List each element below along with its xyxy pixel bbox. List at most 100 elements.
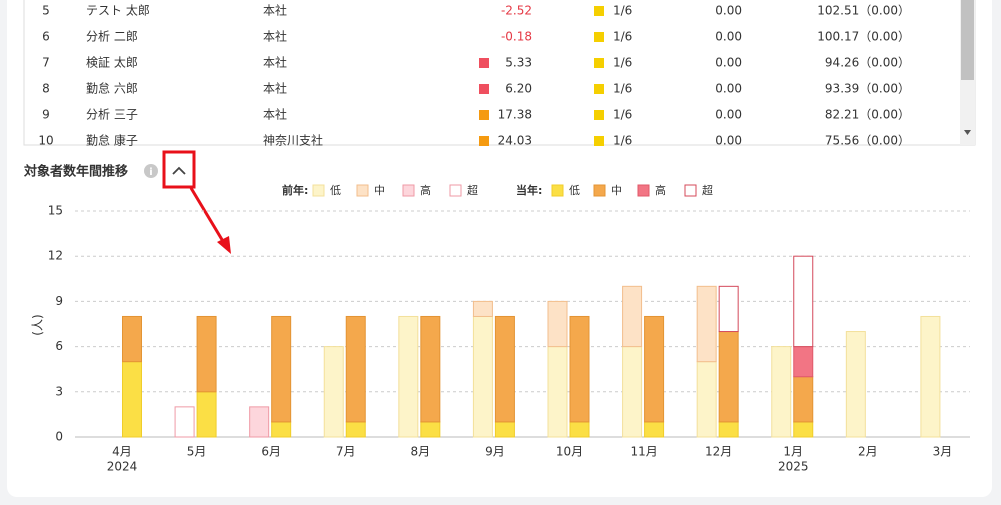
row-value: -0.18 [501, 30, 532, 44]
bar-segment [622, 285, 643, 348]
row-ratio: 1/6 [613, 108, 632, 122]
bar-segment [494, 421, 515, 438]
row-total: 94.26（0.00） [825, 56, 910, 70]
legend-label: 超 [467, 183, 478, 197]
legend-swatch [684, 184, 697, 197]
row-name: 検証 太郎 [86, 55, 138, 70]
row-name: 分析 三子 [86, 108, 138, 122]
row-ratio: 1/6 [613, 134, 632, 148]
legend-label: 低 [330, 184, 341, 197]
x-tick-label: 10月 [556, 445, 583, 459]
row-score: 0.00 [715, 4, 742, 18]
row-office: 本社 [263, 29, 287, 44]
arrow [189, 187, 226, 244]
row-no: 10 [38, 134, 53, 148]
row-value: 6.20 [505, 82, 532, 96]
bar-segment [718, 331, 739, 423]
row-office: 神奈川支社 [263, 133, 323, 148]
bar-segment [196, 391, 217, 438]
row-no: 6 [42, 30, 50, 44]
bar-segment [696, 361, 717, 438]
row-status [594, 110, 604, 120]
bar-segment [196, 315, 217, 393]
legend-swatch [593, 184, 606, 197]
bar-segment [569, 315, 590, 423]
bar-segment [398, 315, 419, 438]
row-value: 24.03 [498, 134, 532, 148]
row-office: 本社 [263, 81, 287, 96]
bar-segment [718, 285, 739, 333]
row-status [594, 84, 604, 94]
row-score: 0.00 [715, 30, 742, 44]
bar-segment [644, 315, 665, 423]
bar-segment [569, 421, 590, 438]
scroll-down[interactable] [964, 130, 971, 135]
row-total: 102.51（0.00） [817, 4, 910, 18]
bar-segment [271, 421, 292, 438]
row-status [594, 58, 604, 68]
row-flag [479, 136, 489, 146]
legend-swatch [402, 184, 415, 197]
row-name: テスト 太郎 [86, 3, 150, 18]
bar-segment [122, 361, 142, 438]
highlight-box [162, 150, 196, 189]
bar-segment [271, 315, 292, 423]
row-score: 0.00 [715, 134, 742, 148]
row-office: 本社 [263, 55, 287, 70]
legend-swatch [637, 184, 650, 197]
row-status [594, 6, 604, 16]
scroll-thumb[interactable] [961, 0, 974, 80]
row-total: 82.21（0.00） [825, 108, 910, 122]
bar-segment [472, 300, 493, 317]
x-tick-label: 3月 [933, 445, 953, 459]
row-no: 5 [42, 4, 50, 18]
row-score: 0.00 [715, 82, 742, 96]
bar-segment [345, 315, 366, 423]
row-no: 7 [42, 56, 50, 70]
row-office: 本社 [263, 3, 287, 18]
bar-segment [122, 315, 142, 363]
legend-swatch [356, 184, 369, 197]
bar-segment [472, 315, 493, 438]
bar-segment [420, 315, 441, 423]
row-status [594, 136, 604, 146]
row-value: -2.52 [501, 4, 532, 18]
row-ratio: 1/6 [613, 82, 632, 96]
x-tick-label: 8月 [411, 445, 431, 459]
bar-segment [249, 406, 270, 438]
x-tick-label: 5月 [187, 445, 207, 459]
row-total: 93.39（0.00） [825, 82, 910, 96]
bar-segment [793, 346, 814, 378]
collapse-button[interactable] [172, 166, 186, 175]
y-tick-label: 0 [55, 430, 63, 444]
bar-segment [547, 300, 568, 348]
legend-swatch [312, 184, 325, 197]
x-tick-label: 6月 [261, 445, 281, 459]
legend-label: 高 [655, 183, 666, 197]
y-tick-label: 12 [48, 249, 63, 263]
row-no: 8 [42, 82, 50, 96]
y-tick-label: 15 [48, 204, 63, 218]
legend-group: 当年: [516, 183, 542, 197]
row-flag [479, 110, 489, 120]
bar-segment [644, 421, 665, 438]
y-tick-label: 9 [55, 294, 63, 308]
x-year-label: 2024 [107, 460, 138, 474]
bar-segment [494, 315, 515, 423]
legend-label: 超 [702, 183, 713, 197]
row-ratio: 1/6 [613, 56, 632, 70]
bar-segment [771, 346, 792, 438]
bar-segment [547, 346, 568, 438]
bar-segment [793, 255, 814, 348]
legend-group: 前年: [282, 183, 308, 197]
row-status [594, 32, 604, 42]
legend-label: 中 [374, 184, 385, 197]
bar-segment [345, 421, 366, 438]
info-icon[interactable] [144, 164, 158, 178]
x-tick-label: 12月 [705, 445, 732, 459]
x-tick-label: 9月 [485, 445, 505, 459]
row-name: 勤怠 康子 [86, 133, 138, 148]
legend-swatch [449, 184, 462, 197]
row-score: 0.00 [715, 108, 742, 122]
